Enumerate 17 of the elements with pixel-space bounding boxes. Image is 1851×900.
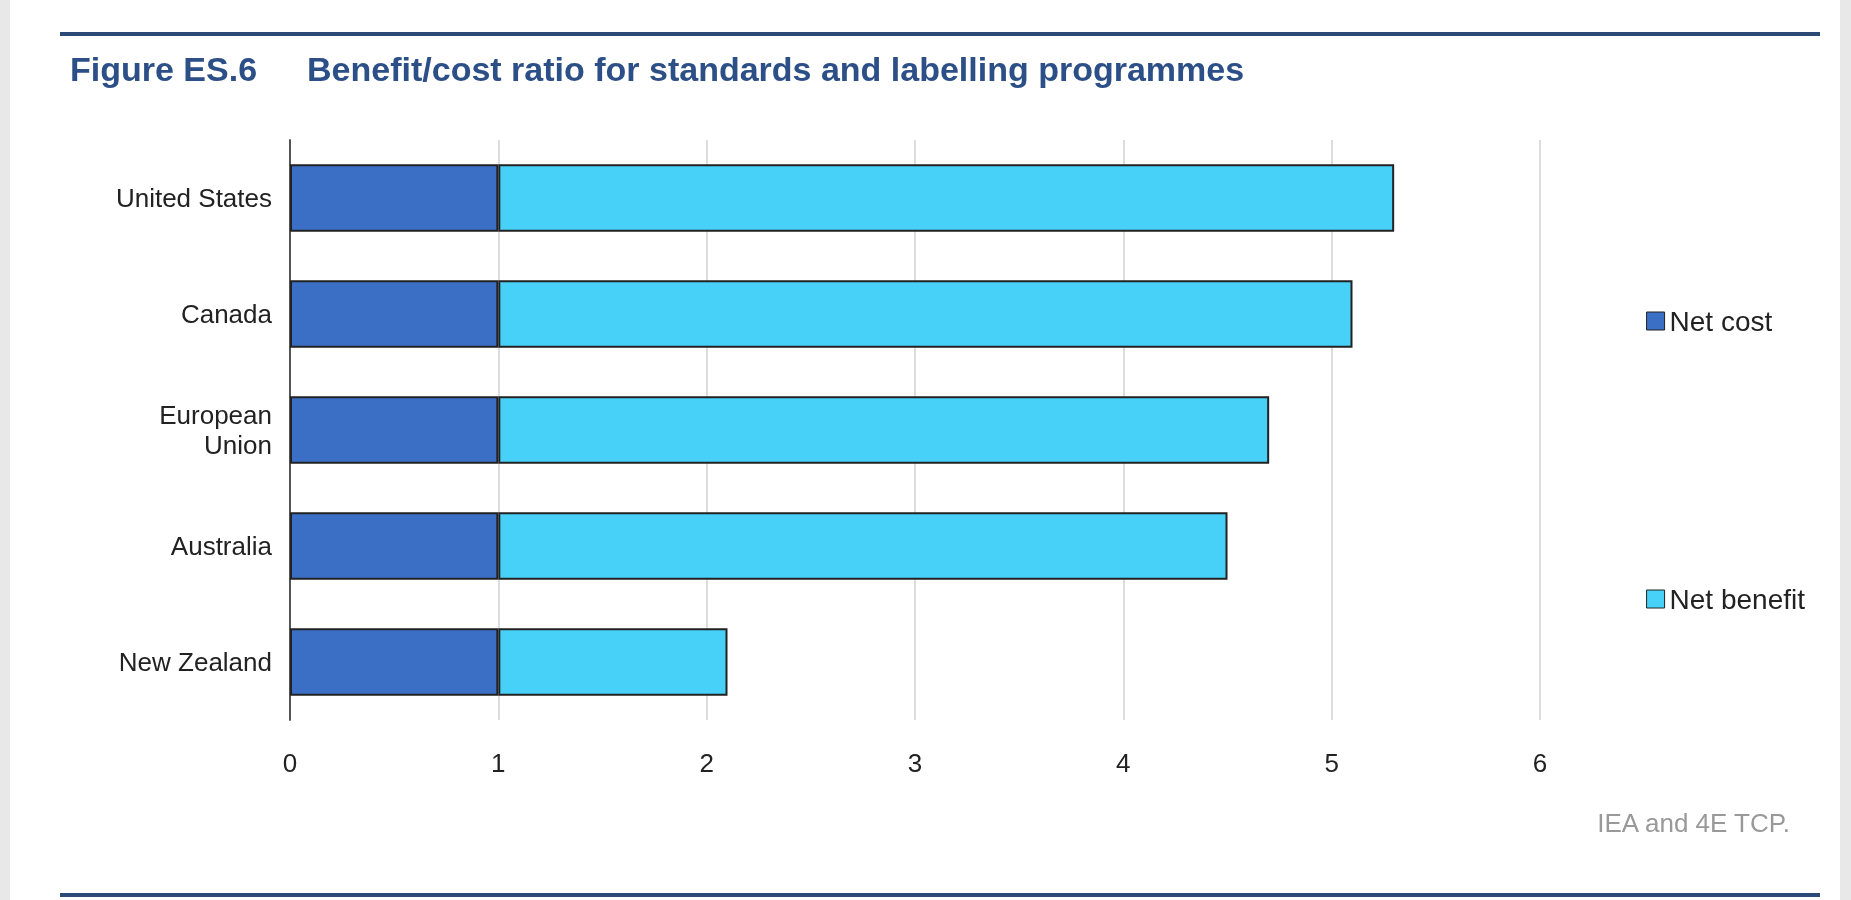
legend-label: Net benefit (1669, 583, 1806, 615)
chart-title: Figure ES.6 (70, 50, 258, 88)
chart-subtitle: Benefit/cost ratio for standards and labelling programmes (307, 50, 1245, 88)
y-tick-label: Canada (180, 299, 273, 329)
y-tick-label: New Zealand (118, 647, 272, 677)
x-tick-label: 5 (1324, 748, 1339, 778)
x-tick-label: 3 (907, 748, 923, 778)
y-tick-label: United States (115, 183, 272, 213)
y-tick-label: European Union (159, 400, 272, 460)
x-tick-label: 0 (282, 748, 298, 778)
x-tick-label: 1 (491, 748, 506, 778)
x-tick-label: 6 (1532, 748, 1548, 778)
legend-label: Net cost (1669, 305, 1773, 337)
x-tick-label: 2 (699, 748, 714, 778)
text: IEA and 4E TCP. (1597, 808, 1790, 839)
x-tick-label: 4 (1116, 748, 1131, 778)
y-tick-label: Australia (170, 531, 273, 561)
